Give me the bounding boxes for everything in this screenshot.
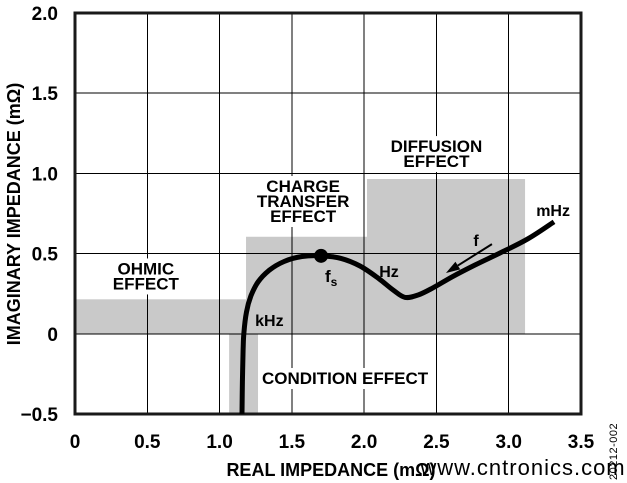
- region-diffusion-effect: [367, 179, 526, 334]
- figure-number: 20212-002: [608, 423, 620, 480]
- x-tick-label: 2.0: [351, 432, 377, 453]
- label-condition-effect: CONDITION EFFECT: [262, 369, 429, 388]
- frequency-direction-arrow-shaft: [457, 243, 493, 267]
- frequency-direction-arrow-head: [445, 261, 461, 274]
- region-ohmic-effect: [75, 299, 247, 334]
- y-tick-label: 0.5: [32, 245, 59, 266]
- x-tick-label: 1.0: [206, 432, 232, 453]
- fs-marker-dot: [314, 248, 329, 263]
- plot-border: [73, 11, 583, 416]
- y-tick-label: 0: [47, 325, 58, 346]
- hz-label: Hz: [379, 264, 399, 281]
- x-tick-label: 0.5: [134, 432, 161, 453]
- watermark: www.cntronics.com: [419, 455, 625, 480]
- y-tick-label: 1.5: [32, 84, 59, 105]
- label-charge-transfer-effect: CHARGE TRANSFER EFFECT: [257, 177, 350, 226]
- x-tick-label: 2.5: [423, 432, 450, 453]
- x-axis-title: REAL IMPEDANCE (mΩ): [226, 460, 435, 480]
- khz-label: kHz: [255, 313, 283, 330]
- label-bg-ohmic-effect: [109, 258, 183, 295]
- effect-regions: [75, 179, 526, 414]
- frequency-annotations: kHz Hz f mHz fs: [255, 203, 570, 330]
- tick-labels: 0 0.5 1.0 1.5 2.0 2.5 3.0 3.5 2.0 1.5 1.0 0.5 0 −0.5: [20, 4, 594, 453]
- x-tick-label: 3.5: [568, 432, 595, 453]
- region-charge-transfer-effect: [246, 236, 368, 334]
- region-labels: OHMIC EFFECT CONDITION EFFECT CHARGE TRANSFE…: [109, 136, 486, 390]
- mhz-label: mHz: [536, 203, 570, 220]
- impedance-curve: [239, 219, 556, 415]
- y-axis-title: IMAGINARY IMPEDANCE (mΩ): [4, 83, 24, 345]
- fs-label: fs: [325, 267, 338, 289]
- label-bg-charge-transfer-effect: [253, 176, 353, 228]
- label-bg-condition-effect: [258, 368, 432, 390]
- y-tick-label: 1.0: [32, 164, 58, 185]
- x-tick-label: 0: [70, 432, 81, 453]
- y-tick-label: 2.0: [32, 4, 58, 25]
- gridlines: [75, 13, 581, 414]
- impedance-curve-group: [239, 219, 556, 415]
- x-tick-label: 1.5: [279, 432, 306, 453]
- y-tick-label: −0.5: [20, 405, 58, 426]
- label-bg-diffusion-effect: [387, 136, 486, 173]
- label-ohmic-effect: OHMIC EFFECT: [113, 259, 180, 293]
- label-diffusion-effect: DIFFUSION EFFECT: [391, 137, 483, 171]
- f-label: f: [473, 233, 479, 250]
- x-tick-label: 3.0: [496, 432, 522, 453]
